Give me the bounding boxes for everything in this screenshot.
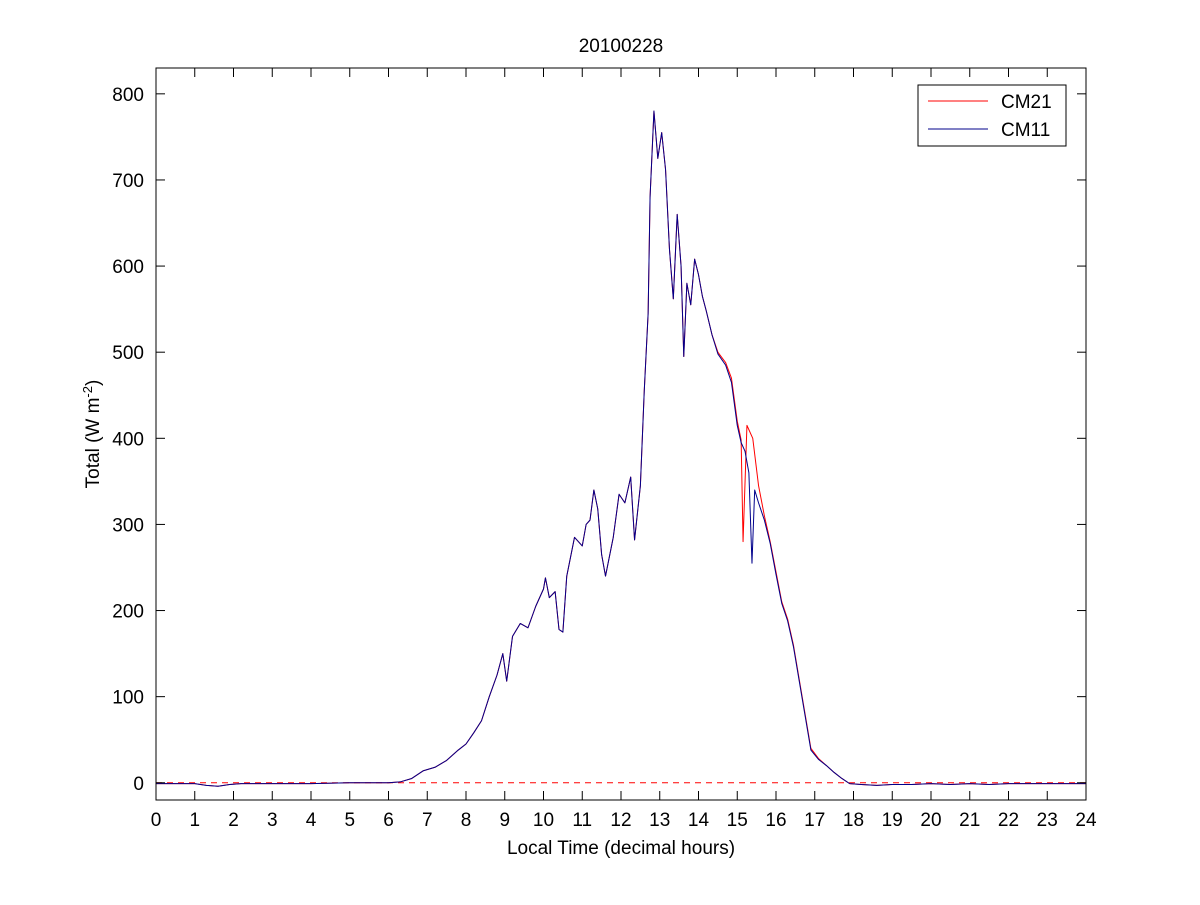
x-tick-label: 22 — [998, 810, 1019, 831]
x-tick-label: 4 — [306, 810, 317, 831]
x-tick-label: 23 — [1037, 810, 1058, 831]
x-tick-label: 15 — [727, 810, 748, 831]
x-tick-label: 1 — [189, 810, 200, 831]
x-tick-label: 18 — [843, 810, 864, 831]
plot-area — [156, 68, 1086, 800]
x-tick-label: 21 — [959, 810, 980, 831]
series-line-cm11 — [156, 110, 1086, 787]
x-tick-label: 12 — [610, 810, 631, 831]
y-axis-label-sup: -2 — [80, 386, 95, 398]
ticks-layer: 0 1 2 3 4 5 6 7 8 9 10 11 12 13 14 15 16 17 18 19 20 21 22 23 24… — [112, 68, 1097, 831]
x-tick-label: 3 — [267, 810, 278, 831]
y-tick-label: 400 — [112, 429, 144, 450]
y-axis-label-base: Total (W m — [83, 398, 104, 489]
x-tick-label: 5 — [344, 810, 355, 831]
y-tick-label: 0 — [133, 774, 144, 795]
y-tick-label: 600 — [112, 257, 144, 278]
y-tick-label: 500 — [112, 343, 144, 364]
x-tick-label: 8 — [461, 810, 472, 831]
y-tick-label: 800 — [112, 85, 144, 106]
x-tick-label: 19 — [882, 810, 903, 831]
x-tick-label: 24 — [1075, 810, 1097, 831]
legend: CM21 CM11 — [917, 84, 1067, 147]
x-axis-label: Local Time (decimal hours) — [507, 838, 735, 859]
x-tick-label: 7 — [422, 810, 433, 831]
y-tick-label: 700 — [112, 171, 144, 192]
x-tick-label: 11 — [572, 810, 592, 831]
y-tick-label: 300 — [112, 515, 144, 536]
x-tick-label: 16 — [765, 810, 786, 831]
legend-box — [917, 84, 1067, 147]
x-tick-label: 2 — [228, 810, 239, 831]
y-axis-label: Total (W m-2) — [80, 380, 104, 489]
x-tick-label: 20 — [920, 810, 941, 831]
x-tick-label: 13 — [649, 810, 670, 831]
y-tick-label: 200 — [112, 602, 144, 623]
x-tick-label: 9 — [499, 810, 510, 831]
series-layer — [156, 110, 1086, 787]
y-axis-label-end: ) — [83, 380, 104, 386]
y-tick-label: 100 — [112, 688, 144, 709]
x-tick-label: 14 — [688, 810, 710, 831]
x-tick-label: 6 — [383, 810, 394, 831]
x-tick-label: 10 — [533, 810, 554, 831]
x-tick-label: 17 — [804, 810, 825, 831]
x-tick-label: 0 — [151, 810, 162, 831]
legend-label-cm21: CM21 — [1001, 92, 1052, 113]
chart-title: 20100228 — [579, 36, 664, 57]
legend-label-cm11: CM11 — [1001, 120, 1050, 141]
